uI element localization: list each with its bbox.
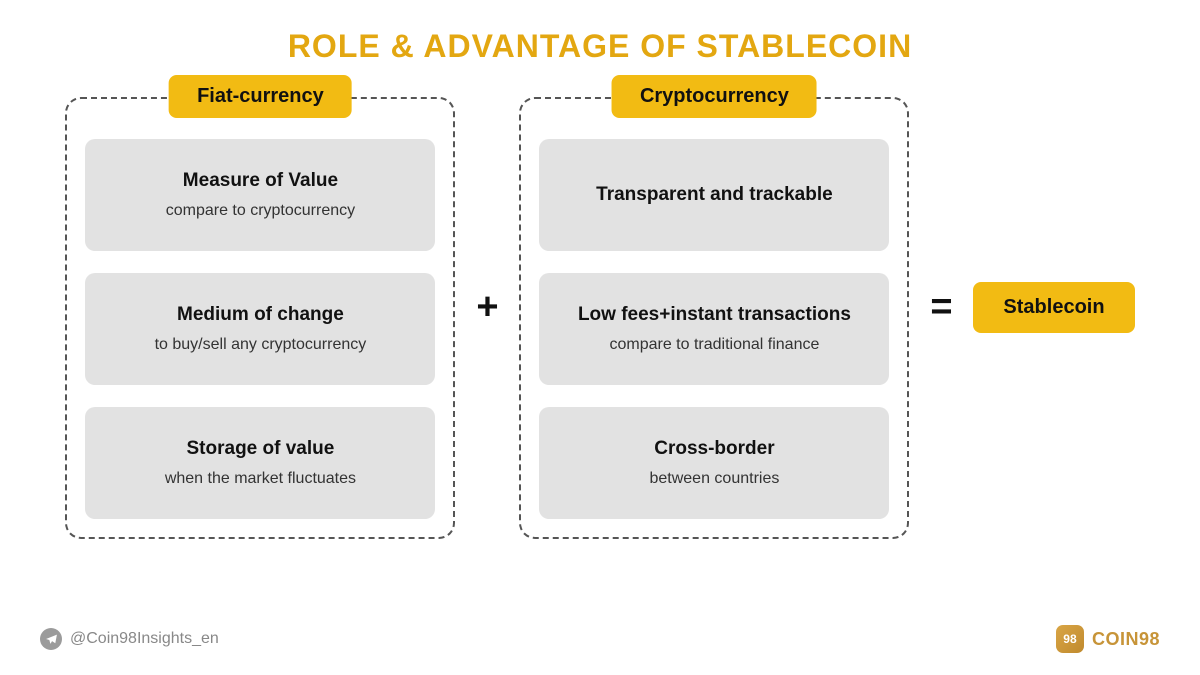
card: Cross-border between countries <box>539 407 889 519</box>
plus-operator: + <box>467 286 507 329</box>
card-sub: compare to cryptocurrency <box>99 202 421 220</box>
card: Low fees+instant transactions compare to… <box>539 273 889 385</box>
card: Storage of value when the market fluctua… <box>85 407 435 519</box>
telegram-icon <box>40 628 62 650</box>
brand-logo: 98 COIN98 <box>1056 625 1160 653</box>
group-box-fiat: Measure of Value compare to cryptocurren… <box>65 97 455 539</box>
card-title: Low fees+instant transactions <box>553 304 875 326</box>
card-title: Medium of change <box>99 304 421 326</box>
page-title: ROLE & ADVANTAGE OF STABLECOIN <box>0 0 1200 75</box>
card: Measure of Value compare to cryptocurren… <box>85 139 435 251</box>
handle-text: @Coin98Insights_en <box>70 630 219 648</box>
equals-operator: = <box>921 286 961 329</box>
group-box-crypto: Transparent and trackable Low fees+insta… <box>519 97 909 539</box>
social-handle: @Coin98Insights_en <box>40 628 219 650</box>
card: Transparent and trackable <box>539 139 889 251</box>
brand-badge-icon: 98 <box>1056 625 1084 653</box>
card-title: Transparent and trackable <box>553 184 875 206</box>
diagram-main: Fiat-currency Measure of Value compare t… <box>0 75 1200 539</box>
card-sub: when the market fluctuates <box>99 470 421 488</box>
result-badge: Stablecoin <box>973 282 1134 333</box>
group-crypto: Cryptocurrency Transparent and trackable… <box>519 75 909 539</box>
group-label-crypto: Cryptocurrency <box>612 75 817 118</box>
brand-text: COIN98 <box>1092 629 1160 650</box>
group-label-fiat: Fiat-currency <box>169 75 352 118</box>
card-sub: compare to traditional finance <box>553 336 875 354</box>
card-sub: between countries <box>553 470 875 488</box>
card-sub: to buy/sell any cryptocurrency <box>99 336 421 354</box>
group-fiat: Fiat-currency Measure of Value compare t… <box>65 75 455 539</box>
card-title: Cross-border <box>553 438 875 460</box>
card-title: Storage of value <box>99 438 421 460</box>
card: Medium of change to buy/sell any cryptoc… <box>85 273 435 385</box>
card-title: Measure of Value <box>99 170 421 192</box>
footer: @Coin98Insights_en 98 COIN98 <box>0 625 1200 653</box>
